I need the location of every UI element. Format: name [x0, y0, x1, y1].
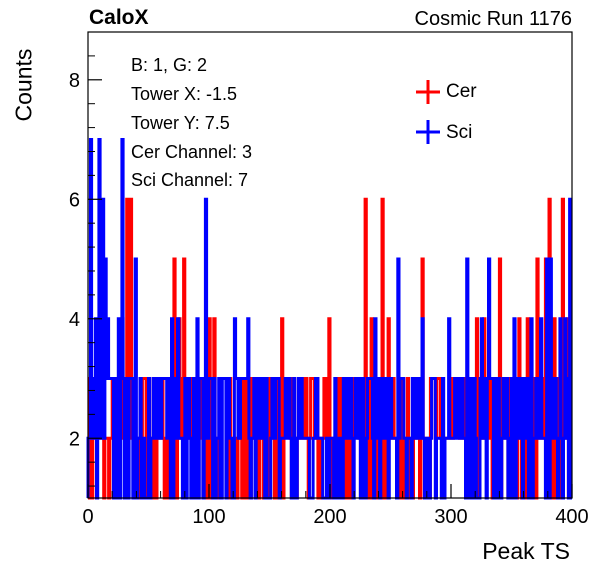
x-tick-label: 300: [434, 506, 467, 528]
y-tick-label: 8: [69, 70, 80, 92]
series-sci-line: [86, 138, 573, 500]
y-tick-label: 6: [69, 189, 80, 211]
run-title: Cosmic Run 1176: [414, 8, 572, 30]
legend-layer: [416, 80, 440, 144]
y-axis-label: Counts: [10, 48, 37, 122]
x-tick-label: 0: [82, 506, 93, 528]
info-board-gain: B: 1, G: 2: [131, 55, 208, 75]
tick-layer: 0 100 200 300 400 2 4 6 8: [69, 55, 589, 528]
x-tick-label: 200: [313, 506, 346, 528]
info-tower-x: Tower X: -1.5: [131, 84, 238, 104]
legend-label-sci: Sci: [446, 122, 473, 143]
info-sci-channel: Sci Channel: 7: [131, 170, 249, 190]
y-tick-label: 4: [69, 309, 80, 331]
legend-label-cer: Cer: [446, 81, 477, 102]
x-axis-label: Peak TS: [482, 538, 570, 564]
x-tick-label: 100: [192, 506, 225, 528]
series-layer: [86, 138, 573, 500]
brand-title: CaloX: [89, 6, 149, 29]
y-tick-label: 2: [69, 428, 80, 450]
x-tick-label: 400: [555, 506, 588, 528]
info-tower-y: Tower Y: 7.5: [131, 113, 230, 133]
info-cer-channel: Cer Channel: 3: [131, 142, 253, 162]
